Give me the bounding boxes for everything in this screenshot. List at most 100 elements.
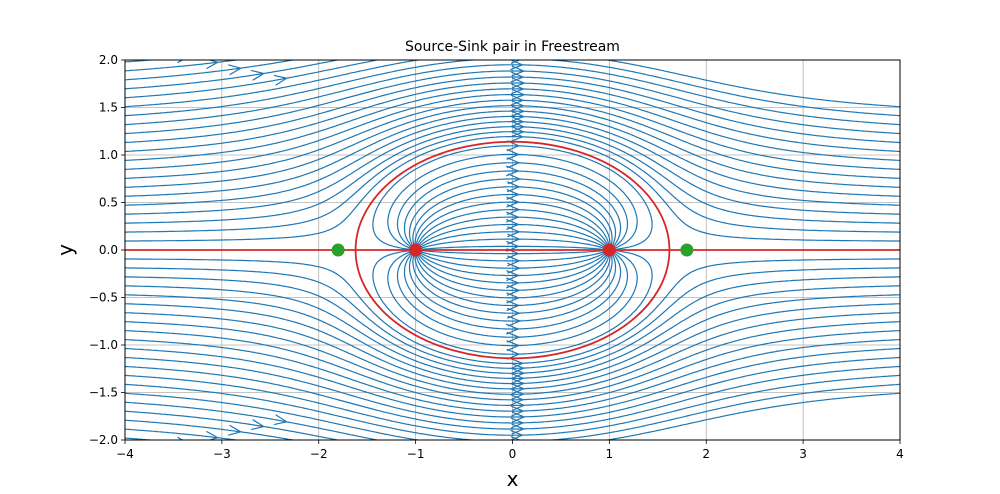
streamline xyxy=(125,365,900,430)
stagnation-point xyxy=(680,243,694,257)
y-tick-label: −1.5 xyxy=(89,386,118,400)
streamline xyxy=(125,60,900,117)
streamline xyxy=(421,245,604,250)
x-tick-label: −4 xyxy=(116,447,134,461)
streamline xyxy=(125,392,900,440)
sink-point xyxy=(602,243,616,257)
streamline-arrow xyxy=(511,362,526,374)
streamline xyxy=(403,253,622,330)
streamline-arrow xyxy=(177,436,184,440)
streamline-arrow xyxy=(510,394,525,406)
streamline xyxy=(125,356,900,424)
streamline-arrow xyxy=(506,181,521,193)
streamline-arrow xyxy=(510,372,525,385)
streamline-arrow xyxy=(511,378,526,390)
streamline xyxy=(125,294,900,385)
streamline xyxy=(418,216,607,246)
streamline xyxy=(412,255,613,314)
y-tick-label: −1.0 xyxy=(89,338,118,352)
streamline xyxy=(420,251,604,262)
x-tick-label: −1 xyxy=(407,447,425,461)
streamline xyxy=(125,60,381,99)
streamline xyxy=(125,105,900,188)
y-tick-label: 2.0 xyxy=(99,53,118,67)
x-tick-label: 2 xyxy=(702,447,710,461)
streamline xyxy=(125,401,381,440)
streamline-arrow xyxy=(506,331,521,343)
streamline xyxy=(125,276,900,374)
x-tick-label: 0 xyxy=(509,447,517,461)
streamline xyxy=(125,110,900,197)
streamline xyxy=(125,60,241,72)
y-tick-label: 1.5 xyxy=(99,101,118,115)
markers xyxy=(125,140,900,360)
streamline xyxy=(387,153,638,249)
streamline-arrow xyxy=(511,383,526,395)
streamline xyxy=(125,383,900,440)
streamline-arrow xyxy=(507,173,522,185)
streamline xyxy=(125,258,900,364)
streamline xyxy=(125,88,900,162)
streamline-arrow xyxy=(506,218,520,231)
streamline xyxy=(125,126,900,224)
streamline xyxy=(396,162,629,248)
streamline xyxy=(125,115,900,206)
streamline-arrow xyxy=(507,226,521,238)
streamline xyxy=(412,186,613,245)
streamline xyxy=(419,253,606,277)
streamline xyxy=(125,121,900,215)
streamline-arrow xyxy=(506,307,521,319)
streamline-arrow xyxy=(507,315,522,327)
streamline xyxy=(387,251,638,347)
streamline xyxy=(125,76,900,144)
streamline xyxy=(125,303,900,390)
streamline-arrow xyxy=(511,110,526,122)
y-tick-label: 1.0 xyxy=(99,148,118,162)
streamline xyxy=(125,410,341,440)
streamline-arrow xyxy=(510,417,525,429)
streamline-arrow xyxy=(511,367,526,379)
x-axis-label: x xyxy=(507,467,519,491)
streamline xyxy=(125,64,900,126)
y-tick-label: 0.5 xyxy=(99,196,118,210)
streamline xyxy=(125,267,900,369)
streamline xyxy=(125,321,900,401)
streamline xyxy=(125,285,900,379)
streamline-arrow xyxy=(506,196,521,208)
streamline xyxy=(125,131,900,233)
streamline-arrow xyxy=(511,105,526,117)
streamline xyxy=(416,254,609,291)
streamline xyxy=(415,255,610,299)
streamline xyxy=(125,338,900,412)
streamline xyxy=(125,70,900,135)
streamline xyxy=(372,249,653,355)
y-tick-label: −0.5 xyxy=(89,291,118,305)
streamline-arrow xyxy=(206,60,220,70)
y-tick-label: 0.0 xyxy=(99,243,118,257)
streamline-arrow xyxy=(228,424,243,436)
streamline xyxy=(125,347,900,418)
x-tick-label: −2 xyxy=(310,447,328,461)
streamline-arrow xyxy=(510,60,522,64)
streamline xyxy=(125,419,297,440)
source-point xyxy=(409,243,423,257)
streamline xyxy=(419,223,606,247)
streamline-arrow xyxy=(510,83,525,95)
streamline xyxy=(372,145,653,251)
streamline xyxy=(125,60,900,108)
streamline-arrow xyxy=(505,165,520,177)
streamline-arrow xyxy=(506,299,521,312)
streamline-arrow xyxy=(510,130,525,143)
streamline xyxy=(416,209,609,246)
streamline xyxy=(403,170,622,247)
streamline xyxy=(125,312,900,395)
streamline-arrow xyxy=(506,277,520,289)
streamline xyxy=(408,178,617,247)
streamline-arrow xyxy=(510,115,525,128)
streamline-arrow xyxy=(511,100,526,112)
streamline-arrow xyxy=(506,204,521,216)
streamline-arrow xyxy=(177,60,184,64)
streamline-arrow xyxy=(510,94,525,106)
streamline xyxy=(125,60,341,90)
streamline xyxy=(408,253,617,322)
